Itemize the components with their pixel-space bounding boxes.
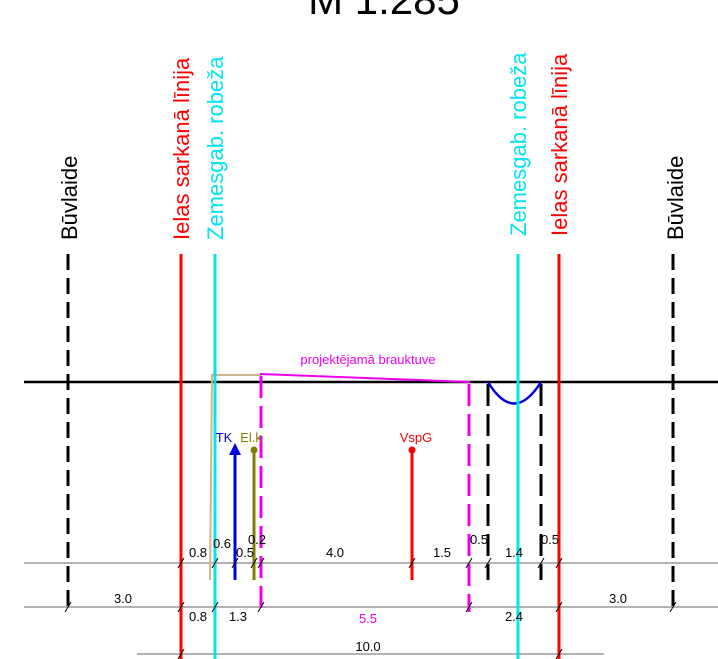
road-surface bbox=[259, 373, 471, 383]
dim-r1-d8: 1.4 bbox=[505, 545, 523, 560]
dim-r1-d2: 0.6 bbox=[213, 536, 231, 551]
dim-r1-d4: 0.2 bbox=[248, 532, 266, 547]
label-zemesgab-left: Zemesgab. robeža bbox=[203, 56, 228, 240]
dim-r1-d5: 4.0 bbox=[326, 545, 344, 560]
elk-dot bbox=[250, 446, 258, 454]
dim-r2-d4: 5.5 bbox=[359, 611, 377, 626]
dim-r2-d6: 3.0 bbox=[609, 591, 627, 606]
ticks-row-1 bbox=[177, 557, 563, 569]
dim-r1-d6: 1.5 bbox=[433, 545, 451, 560]
dim-r3-total: 10.0 bbox=[355, 639, 380, 654]
dim-r1-d1: 0.8 bbox=[189, 545, 207, 560]
label-buvlaide-right: Būvlaide bbox=[663, 156, 688, 240]
dim-r2-d2: 0.8 bbox=[189, 609, 207, 624]
vspg-label: VspG bbox=[400, 430, 433, 445]
scale-title: M 1:285 bbox=[308, 0, 460, 23]
dim-r1-d3: 0.5 bbox=[236, 545, 254, 560]
ditch-arc bbox=[486, 381, 543, 405]
dim-r1-d7: 0.5 bbox=[470, 532, 488, 547]
tk-arrow-head bbox=[229, 443, 241, 455]
tk-label: TK bbox=[216, 430, 233, 445]
ticks-row-2 bbox=[64, 601, 677, 613]
dim-text-row-2: 3.0 0.8 1.3 5.5 2.4 3.0 bbox=[114, 591, 627, 626]
curb-outline bbox=[209, 374, 262, 581]
label-zemesgab-right: Zemesgab. robeža bbox=[506, 52, 531, 236]
dim-text-row-1: 0.8 0.6 0.5 0.2 4.0 1.5 0.5 1.4 0.5 bbox=[189, 532, 559, 560]
dim-r2-d3: 1.3 bbox=[229, 609, 247, 624]
elk-label: El.k bbox=[240, 430, 262, 445]
dim-r2-d5: 2.4 bbox=[505, 609, 523, 624]
label-buvlaide-left: Būvlaide bbox=[57, 156, 82, 240]
label-sarkana-left: Ielas sarkanā līnija bbox=[169, 57, 194, 240]
vspg-dot bbox=[408, 446, 416, 454]
dim-r2-d1: 3.0 bbox=[114, 591, 132, 606]
label-sarkana-right: Ielas sarkanā līnija bbox=[547, 53, 572, 236]
road-label: projektējamā brauktuve bbox=[300, 352, 435, 367]
ticks-row-3 bbox=[177, 648, 563, 659]
dim-r1-d9: 0.5 bbox=[541, 532, 559, 547]
